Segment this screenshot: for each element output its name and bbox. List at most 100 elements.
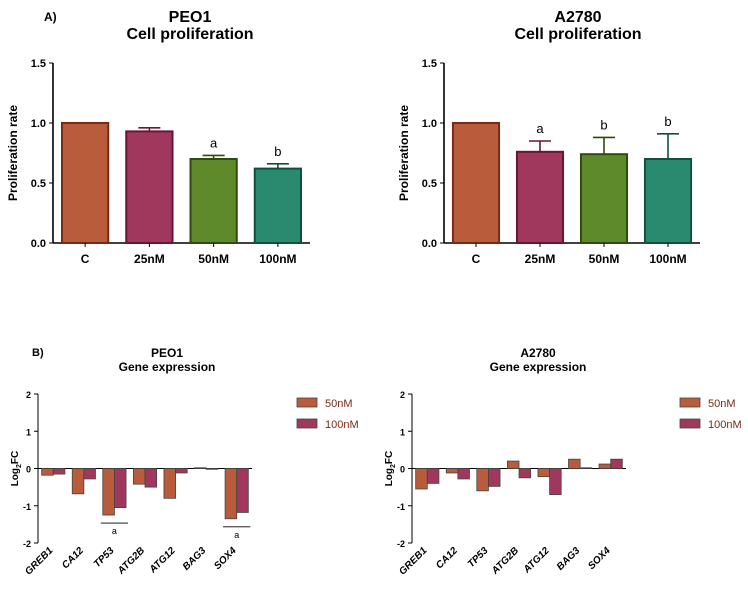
x-tick-label: 50nM <box>589 252 620 266</box>
significance-label: a <box>210 135 218 150</box>
x-tick-label: 100nM <box>649 252 686 266</box>
x-tick-label: BAG3 <box>181 545 209 573</box>
bar-C <box>451 122 501 244</box>
bar-SOX4-50nM <box>598 463 612 469</box>
bar-GREB1-50nM <box>41 468 54 476</box>
x-tick-label: ATG2B <box>115 545 147 577</box>
x-tick-label: CA12 <box>434 545 460 571</box>
x-tick-label: TP53 <box>92 545 117 570</box>
bar-CA12-50nM <box>445 468 459 474</box>
bar-BAG3-50nM <box>194 467 207 469</box>
y-tick-label: 0.0 <box>422 238 437 250</box>
bar-TP53-50nM <box>476 468 489 492</box>
chart-subtitle: Cell proliferation <box>126 26 253 43</box>
y-tick-label: 0.5 <box>31 178 46 190</box>
y-axis-label-main: Log <box>384 468 395 486</box>
x-tick-label: GREB1 <box>397 545 429 577</box>
chart-subtitle: Gene expression <box>119 360 216 374</box>
bar-GREB1-100nM <box>52 468 66 475</box>
y-tick-label: -2 <box>397 539 405 549</box>
bar-GREB1-50nM <box>415 468 428 490</box>
x-tick-label: 50nM <box>198 252 229 266</box>
legend-label-100nM: 100nM <box>325 419 359 431</box>
legend-label-50nM: 50nM <box>708 398 736 410</box>
bar-BAG3-100nM <box>205 468 219 470</box>
y-tick-label: 1.0 <box>31 118 46 130</box>
bar-100nM <box>643 158 693 244</box>
y-tick-label: 0.5 <box>422 178 437 190</box>
bar-CA12-100nM <box>457 468 470 480</box>
legend-label-50nM: 50nM <box>325 398 353 410</box>
x-tick-label: SOX4 <box>212 545 239 572</box>
y-tick-label: -1 <box>397 502 405 512</box>
x-tick-label: CA12 <box>60 545 86 571</box>
y-axis-label-end: FC <box>10 451 21 464</box>
bar-C <box>60 122 110 244</box>
bar-GREB1-100nM <box>426 468 440 484</box>
bar-TP53-100nM <box>114 468 127 509</box>
legend-swatch-100nM <box>296 418 318 429</box>
bar-25nM <box>515 150 565 244</box>
bar-CA12-100nM <box>83 468 96 480</box>
x-tick-label: BAG3 <box>555 545 583 573</box>
y-axis-label: Proliferation rate <box>6 105 20 201</box>
y-tick-label: 2 <box>400 390 405 400</box>
chart-subtitle: Gene expression <box>490 360 587 374</box>
x-tick-label: 25nM <box>134 252 165 266</box>
y-axis-label: Log2FC <box>384 451 397 487</box>
y-axis-label-end: FC <box>384 451 395 464</box>
significance-label: b <box>274 144 281 159</box>
panel-label-a: A) <box>44 10 57 24</box>
chart-title: PEO1 <box>151 346 183 360</box>
legend-swatch-50nM <box>296 397 318 408</box>
x-tick-label: ATG2B <box>489 545 521 577</box>
bar-SOX4-100nM <box>610 458 623 469</box>
x-tick-label: ATG12 <box>147 545 178 576</box>
bar-ATG2B-100nM <box>518 468 532 479</box>
y-axis-label: Proliferation rate <box>397 105 411 201</box>
bar-50nM <box>579 153 629 244</box>
bar-TP53-100nM <box>488 468 501 487</box>
y-tick-label: 1 <box>400 427 405 437</box>
bar-ATG12-50nM <box>537 468 550 478</box>
y-tick-label: 0 <box>400 465 405 475</box>
significance-label: a <box>112 526 117 536</box>
x-tick-label: TP53 <box>466 545 491 570</box>
y-tick-label: 1.5 <box>422 58 437 70</box>
x-tick-label: C <box>472 252 481 266</box>
y-axis-label-sub: 2 <box>16 464 23 468</box>
bar-TP53-50nM <box>102 468 115 516</box>
bar-100nM <box>253 167 303 245</box>
y-tick-label: 0 <box>26 465 31 475</box>
bar-CA12-50nM <box>71 468 85 495</box>
y-tick-label: -1 <box>23 502 31 512</box>
legend-label-100nM: 100nM <box>708 419 742 431</box>
chart-title: PEO1 <box>169 9 212 26</box>
x-tick-label: SOX4 <box>586 545 613 572</box>
y-tick-label: 1.0 <box>422 118 437 130</box>
y-tick-label: 1 <box>26 427 31 437</box>
bar-50nM <box>189 158 238 244</box>
x-tick-label: GREB1 <box>23 545 55 577</box>
y-axis-label: Log2FC <box>10 451 23 487</box>
y-tick-label: 1.5 <box>31 58 46 70</box>
y-axis-label-main: Log <box>10 468 21 486</box>
x-tick-label: 25nM <box>525 252 556 266</box>
bar-SOX4-100nM <box>236 468 249 513</box>
chart-title: A2780 <box>520 346 556 360</box>
chart-subtitle: Cell proliferation <box>514 26 641 43</box>
bar-ATG12-100nM <box>175 468 188 474</box>
bar-ATG12-100nM <box>549 468 562 495</box>
y-tick-label: 0.0 <box>31 238 46 250</box>
significance-label: b <box>664 114 671 129</box>
legend-swatch-50nM <box>679 397 701 408</box>
panel-label-b: B) <box>32 347 44 359</box>
bar-ATG2B-50nM <box>506 460 520 469</box>
legend-swatch-100nM <box>679 418 701 429</box>
chart-title: A2780 <box>554 9 601 26</box>
